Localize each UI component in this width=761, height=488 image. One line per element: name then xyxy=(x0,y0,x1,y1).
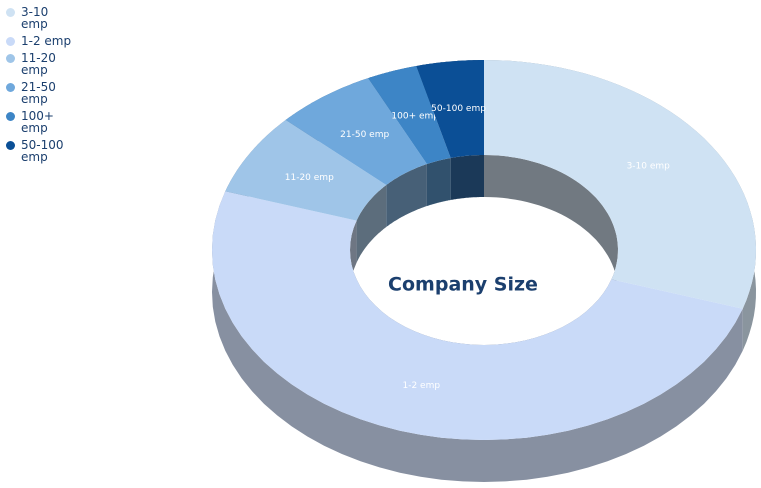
legend-item[interactable]: 21-50 emp xyxy=(6,81,96,105)
legend-item[interactable]: 100+ emp xyxy=(6,110,96,134)
legend-label: 100+ emp xyxy=(21,109,54,135)
legend: 3-10 emp 1-2 emp 11-20 emp 21-50 emp 100+ em… xyxy=(6,6,96,168)
chart-title: Company Size xyxy=(388,274,538,296)
legend-swatch xyxy=(6,37,15,46)
legend-swatch xyxy=(6,83,15,92)
slice-inner-wall xyxy=(356,185,387,263)
legend-label: 50-100 emp xyxy=(21,138,64,164)
slice xyxy=(368,66,451,164)
legend-swatch xyxy=(6,8,15,17)
slice xyxy=(484,60,756,309)
legend-swatch xyxy=(6,141,15,150)
legend-item[interactable]: 1-2 emp xyxy=(6,35,96,47)
legend-item[interactable]: 3-10 emp xyxy=(6,6,96,30)
legend-item[interactable]: 11-20 emp xyxy=(6,52,96,76)
legend-item[interactable]: 50-100 emp xyxy=(6,139,96,163)
slice-inner-wall xyxy=(450,155,484,200)
legend-label: 11-20 emp xyxy=(21,51,56,77)
slice xyxy=(285,78,427,185)
slice-inner-wall xyxy=(386,164,427,227)
legend-swatch xyxy=(6,112,15,121)
slice xyxy=(416,60,484,158)
slice-inner-wall xyxy=(484,155,618,322)
legend-label: 21-50 emp xyxy=(21,80,56,106)
slice-label: 100+ emp xyxy=(391,111,439,121)
legend-label: 1-2 emp xyxy=(21,34,72,48)
legend-swatch xyxy=(6,54,15,63)
slice-label: 11-20 emp xyxy=(285,173,334,183)
slice-label: 21-50 emp xyxy=(340,130,389,140)
slice-label: 3-10 emp xyxy=(627,162,671,172)
slice-inner-wall xyxy=(426,158,451,206)
slice xyxy=(212,191,743,440)
legend-label: 3-10 emp xyxy=(21,5,49,31)
slice xyxy=(225,119,387,221)
slice-label: 50-100 emp xyxy=(431,104,486,114)
slice-label: 1-2 emp xyxy=(402,381,440,391)
